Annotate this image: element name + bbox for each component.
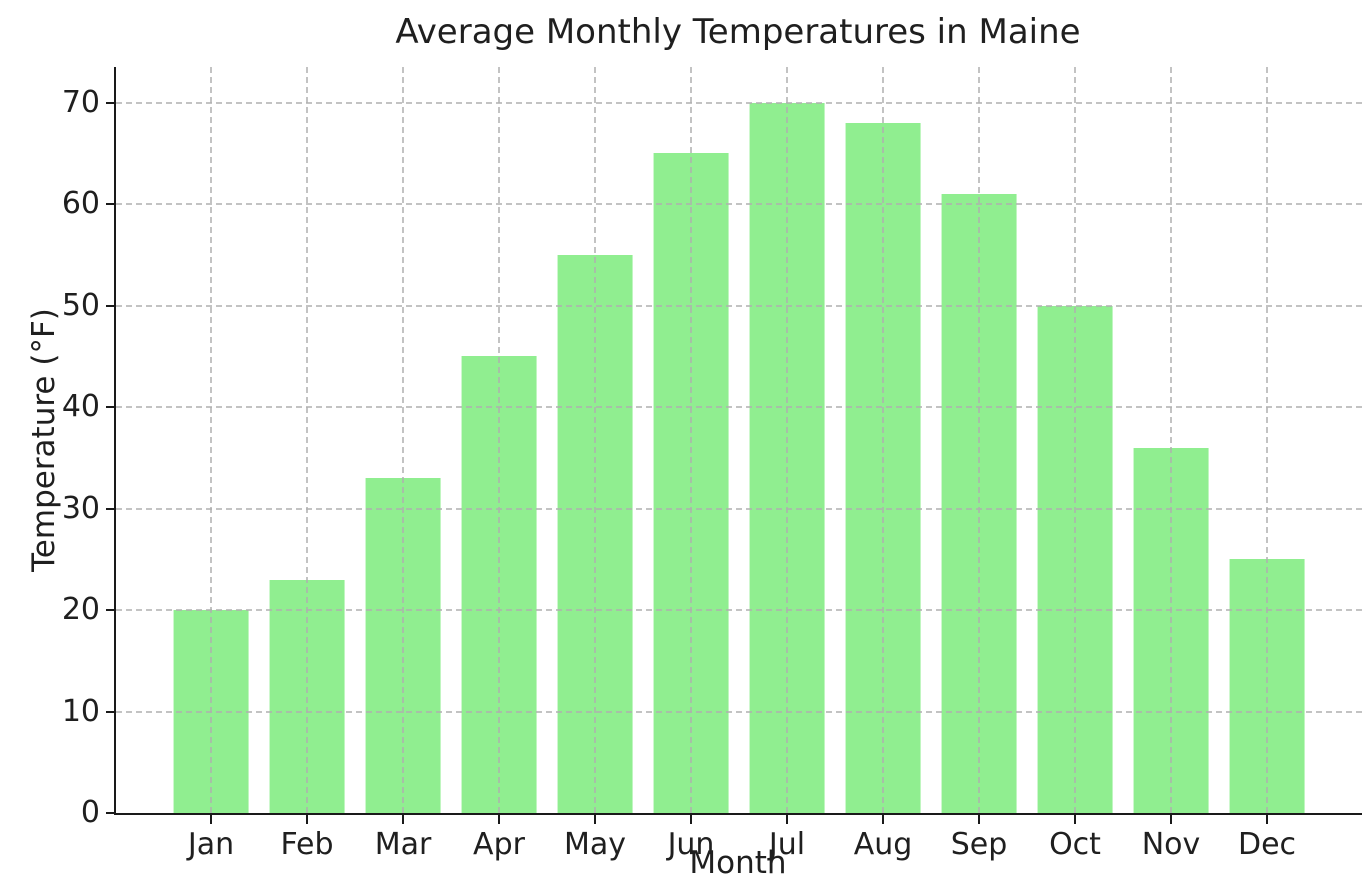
bar-slot-sep: Sep	[931, 67, 1027, 862]
y-tick-50	[106, 304, 116, 307]
bar-jun	[653, 153, 729, 813]
y-axis-label: Temperature (°F)	[26, 308, 62, 572]
x-tick-aug	[882, 813, 884, 824]
bar-apr	[461, 356, 537, 813]
x-tick-mar	[402, 813, 404, 824]
x-tick-label-jan: Jan	[187, 827, 235, 862]
bar-sep	[941, 193, 1017, 813]
x-tick-label-nov: Nov	[1141, 827, 1201, 862]
y-tick-10	[106, 710, 116, 713]
x-tick-jan	[210, 813, 212, 824]
y-tick-label-0: 0	[80, 795, 100, 830]
y-tick-label-20: 20	[61, 592, 100, 628]
bars-row: Jan Feb Mar Apr May Jun Jul Aug Sep Oct Nov Dec	[116, 67, 1362, 862]
y-tick-label-40: 40	[61, 389, 100, 425]
y-tick-label-60: 60	[61, 186, 100, 222]
x-tick-nov	[1170, 813, 1172, 824]
x-tick-dec	[1266, 813, 1268, 824]
bar-slot-apr: Apr	[451, 67, 547, 862]
x-tick-label-feb: Feb	[280, 827, 334, 862]
x-tick-oct	[1074, 813, 1076, 824]
bar-slot-jun: Jun	[643, 67, 739, 862]
bar-slot-mar: Mar	[355, 67, 451, 862]
y-tick-label-70: 70	[61, 84, 100, 120]
y-tick-label-30: 30	[61, 490, 100, 526]
bar-feb	[269, 579, 345, 813]
x-tick-label-sep: Sep	[950, 827, 1008, 862]
y-tick-30	[106, 507, 116, 510]
x-tick-may	[594, 813, 596, 824]
bar-slot-jul: Jul	[739, 67, 835, 862]
x-tick-sep	[978, 813, 980, 824]
bar-dec	[1229, 559, 1305, 813]
x-tick-label-jun: Jun	[667, 827, 715, 862]
bar-aug	[845, 122, 921, 813]
x-tick-label-oct: Oct	[1049, 827, 1101, 862]
x-tick-label-apr: Apr	[473, 827, 525, 862]
y-tick-label-50: 50	[61, 287, 100, 323]
bar-jan	[173, 610, 249, 813]
x-tick-apr	[498, 813, 500, 824]
bar-slot-may: May	[547, 67, 643, 862]
x-tick-feb	[306, 813, 308, 824]
y-tick-20	[106, 609, 116, 612]
bar-may	[557, 254, 633, 813]
y-tick-70	[106, 101, 116, 104]
x-tick-label-aug: Aug	[853, 827, 913, 862]
x-tick-label-dec: Dec	[1237, 827, 1297, 862]
chart-title: Average Monthly Temperatures in Maine	[395, 12, 1081, 52]
bar-nov	[1133, 447, 1209, 813]
bar-oct	[1037, 305, 1113, 813]
y-tick-0	[106, 812, 116, 814]
bar-slot-feb: Feb	[259, 67, 355, 862]
y-tick-label-10: 10	[61, 693, 100, 729]
x-tick-label-jul: Jul	[768, 827, 806, 862]
bar-slot-dec: Dec	[1219, 67, 1315, 862]
x-tick-jul	[786, 813, 788, 824]
x-tick-label-may: May	[563, 827, 627, 862]
bar-slot-aug: Aug	[835, 67, 931, 862]
x-tick-label-mar: Mar	[374, 827, 432, 862]
bar-jul	[749, 102, 825, 813]
x-tick-jun	[690, 813, 692, 824]
bar-mar	[365, 478, 441, 813]
x-axis-label: Month	[689, 845, 787, 881]
bar-slot-nov: Nov	[1123, 67, 1219, 862]
bar-slot-oct: Oct	[1027, 67, 1123, 862]
bar-slot-jan: Jan	[163, 67, 259, 862]
y-tick-60	[106, 203, 116, 206]
y-tick-40	[106, 406, 116, 409]
plot-area: Jan Feb Mar Apr May Jun Jul Aug Sep Oct Nov Dec 0 10…	[62, 67, 1362, 862]
